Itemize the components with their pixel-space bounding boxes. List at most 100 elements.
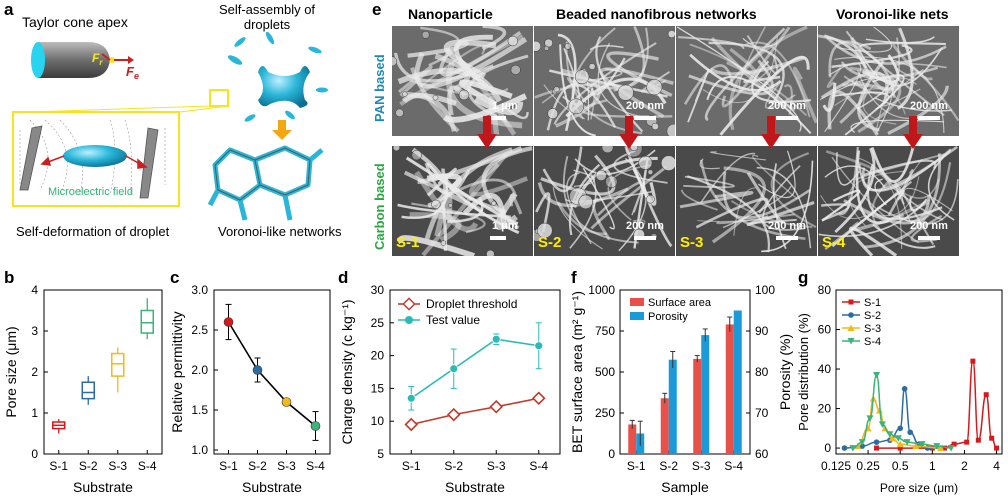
- fiber: [420, 26, 461, 67]
- x-tick-label: 4: [993, 459, 1000, 473]
- fiber: [770, 152, 817, 229]
- voronoi-networks-label: Voronoi-like networks: [218, 224, 342, 239]
- fiber: [409, 212, 462, 243]
- bead: [601, 146, 614, 154]
- fiber: [414, 37, 528, 89]
- series-line: [410, 338, 539, 399]
- x-tick-label: S-4: [724, 459, 743, 473]
- bead: [432, 94, 439, 101]
- circle-marker: [534, 341, 544, 351]
- x-tick-label: S-3: [692, 459, 711, 473]
- box-body: [81, 381, 95, 400]
- circle-marker: [491, 334, 501, 344]
- y2-tick-label: 100: [755, 283, 775, 297]
- legend-label: S-1: [864, 297, 881, 309]
- fiber: [589, 45, 624, 51]
- fiber: [722, 171, 811, 220]
- pan-sem-image-3: 200 nm: [676, 26, 817, 136]
- carbon-sem-image-4: 200 nm S-4: [818, 146, 959, 256]
- fiber: [897, 162, 952, 222]
- fiber: [719, 55, 810, 136]
- legend-label: S-3: [864, 323, 881, 335]
- fiber: [870, 146, 915, 183]
- fiber: [688, 59, 774, 96]
- x-tick-label: S-1: [49, 459, 68, 473]
- y-axis-label: Charge density (c kg⁻¹): [339, 299, 355, 444]
- box-body: [140, 309, 154, 334]
- fiber: [708, 41, 785, 105]
- fiber: [419, 44, 486, 88]
- bead: [624, 146, 643, 158]
- scale-bar: [490, 236, 506, 240]
- x-tick-label: S-2: [659, 459, 678, 473]
- y-tick-label: 2: [31, 365, 38, 379]
- fiber: [721, 26, 791, 108]
- fiber: [457, 59, 517, 136]
- fiber: [402, 92, 457, 132]
- bar: [701, 335, 710, 454]
- x-tick-label: S-2: [79, 459, 98, 473]
- fiber: [728, 26, 808, 131]
- square-marker: [970, 358, 976, 364]
- fiber: [700, 152, 756, 204]
- scale-bar-label: 1 μm: [492, 220, 518, 232]
- diamond-marker: [446, 407, 461, 422]
- bead: [395, 108, 404, 118]
- bead: [537, 222, 553, 239]
- y2-tick-label: 70: [755, 406, 769, 420]
- fiber: [426, 162, 520, 234]
- scale-bar: [776, 236, 798, 240]
- scale-bar-label: 200 nm: [626, 100, 664, 112]
- bead: [411, 149, 422, 161]
- line-series: [227, 321, 317, 427]
- arrow-head: [903, 134, 923, 149]
- panel-label-f: f: [571, 268, 577, 287]
- legend-label: S-4: [864, 336, 881, 348]
- fiber: [571, 26, 646, 90]
- fiber: [848, 226, 898, 256]
- x-tick-label: S-2: [444, 459, 463, 473]
- fiber: [689, 43, 808, 117]
- triangle-down-marker: [858, 439, 866, 446]
- fiber: [397, 235, 475, 256]
- fiber: [792, 66, 817, 124]
- bead: [564, 42, 572, 50]
- fiber: [695, 197, 769, 229]
- electrode-rods: [19, 125, 159, 199]
- legend-marker: [405, 316, 413, 324]
- circle-marker: [449, 364, 459, 374]
- fiber: [535, 192, 551, 233]
- fiber: [730, 200, 813, 228]
- square-marker: [989, 435, 995, 441]
- arrow-head: [477, 134, 497, 149]
- sem-texture: [534, 26, 675, 136]
- fiber: [733, 187, 756, 236]
- fiber: [537, 182, 629, 208]
- y-tick-label: 0: [31, 447, 38, 461]
- triangle-up-marker: [847, 324, 855, 331]
- scale-bar: [918, 116, 940, 120]
- y-tick-label: 25: [371, 316, 385, 330]
- x-tick-label: 1: [929, 459, 936, 473]
- triangle-up-marker: [937, 444, 945, 452]
- plot-frame: [213, 289, 331, 455]
- bead: [440, 240, 447, 246]
- panel-label-b: b: [4, 268, 15, 287]
- fiber: [443, 39, 497, 79]
- series-droplet-threshold: [404, 391, 546, 432]
- bead: [507, 35, 518, 47]
- y-tick-label: 3: [31, 324, 38, 338]
- legend-label: Surface area: [648, 297, 712, 309]
- red-arrow-icon: [619, 116, 639, 149]
- bar: [628, 424, 637, 454]
- fiber: [834, 88, 906, 115]
- bead: [547, 108, 559, 119]
- y-tick-label: 1000: [588, 283, 615, 297]
- bar: [725, 324, 734, 454]
- bead: [392, 56, 398, 67]
- box-body: [111, 352, 125, 377]
- y-tick-label: 750: [595, 324, 615, 338]
- bead: [605, 175, 618, 188]
- fiber: [414, 170, 479, 233]
- x-tick-label: S-1: [627, 459, 646, 473]
